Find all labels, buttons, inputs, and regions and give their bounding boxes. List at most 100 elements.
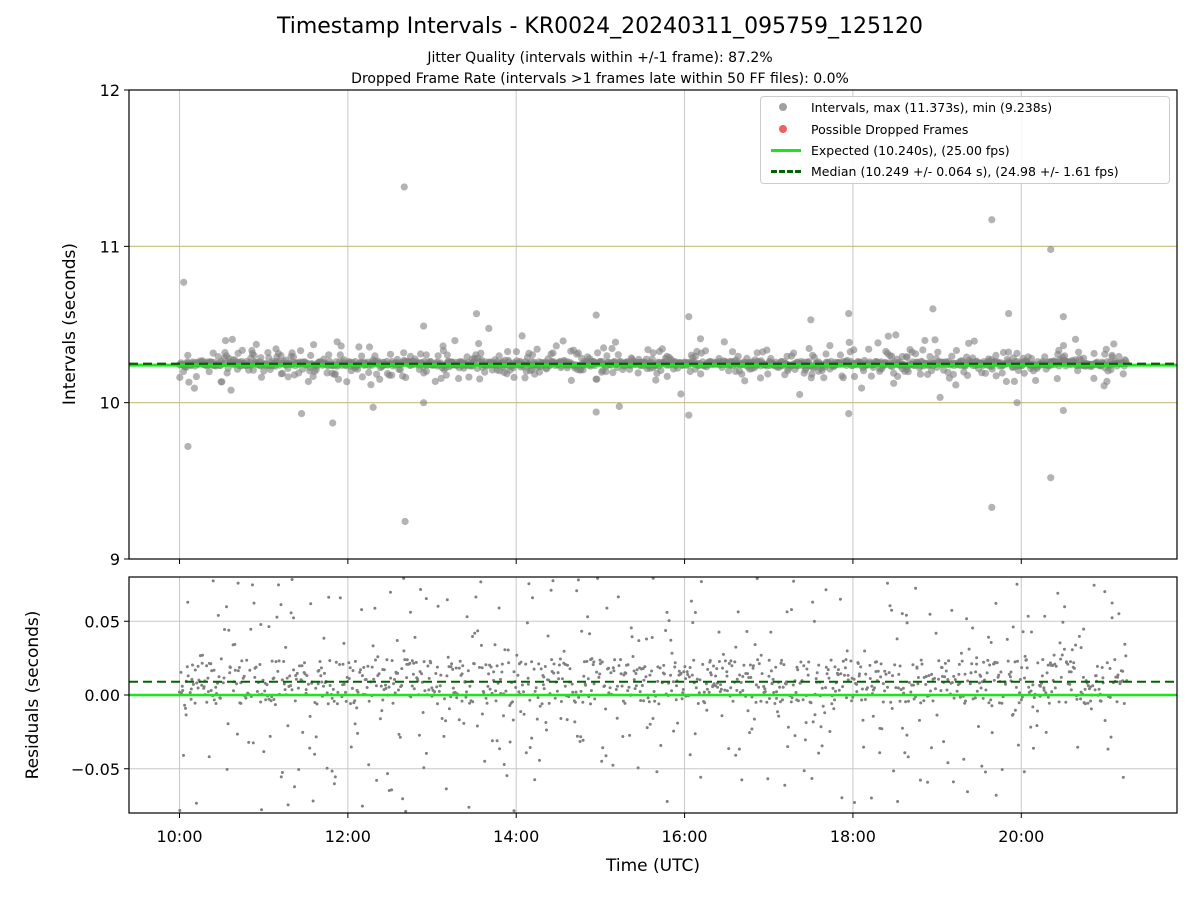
residual-point	[893, 663, 897, 667]
residual-point	[445, 598, 449, 602]
residual-point	[838, 597, 842, 601]
residual-point	[402, 576, 406, 580]
residual-point	[1007, 672, 1011, 676]
interval-point	[365, 343, 374, 351]
residual-point	[1072, 661, 1076, 665]
interval-point	[559, 337, 567, 345]
residual-point	[1059, 675, 1063, 679]
residual-point	[735, 688, 739, 692]
residual-point	[574, 690, 578, 694]
residual-point	[843, 666, 847, 670]
residual-point	[537, 662, 541, 666]
residual-point	[716, 685, 720, 689]
residual-point	[532, 667, 536, 671]
residual-point	[1069, 660, 1072, 664]
legend: Intervals, max (11.373s), min (9.238s) P…	[760, 96, 1170, 184]
residual-point	[520, 683, 524, 687]
residual-point	[395, 639, 399, 642]
x-tick-label: 14:00	[493, 827, 539, 846]
residual-point	[604, 707, 608, 711]
interval-point	[805, 344, 813, 353]
residual-point	[390, 788, 394, 792]
residual-point	[526, 676, 530, 680]
residual-point	[185, 665, 189, 669]
residual-point	[178, 809, 182, 812]
residual-point	[670, 689, 674, 693]
residual-point	[754, 700, 758, 704]
interval-point	[738, 370, 746, 378]
residual-point	[330, 769, 334, 773]
interval-point	[221, 337, 230, 345]
residual-point	[1027, 685, 1031, 689]
residual-point	[741, 675, 745, 678]
residual-point	[598, 672, 602, 676]
residual-point	[1015, 582, 1019, 586]
chart-title: Timestamp Intervals - KR0024_20240311_09…	[276, 14, 924, 39]
residual-point	[754, 683, 758, 687]
residual-point	[978, 681, 981, 685]
interval-point	[218, 378, 226, 386]
residual-point	[619, 672, 623, 676]
residual-point	[359, 668, 362, 672]
residual-point	[814, 677, 818, 681]
residual-point	[950, 681, 954, 684]
residual-point	[290, 688, 294, 692]
interval-point	[756, 374, 765, 382]
residual-point	[221, 681, 225, 685]
residual-point	[989, 641, 993, 644]
residual-point	[1042, 688, 1046, 692]
residual-point	[347, 677, 351, 680]
residual-point	[398, 735, 402, 739]
interval-point	[358, 352, 366, 360]
residual-point	[542, 675, 546, 679]
residual-point	[351, 669, 355, 673]
residual-point	[850, 699, 854, 703]
residual-point	[308, 714, 312, 718]
residual-point	[934, 687, 937, 691]
residual-point	[769, 669, 773, 673]
residual-point	[1083, 702, 1087, 706]
residual-point	[552, 671, 556, 675]
residual-point	[314, 735, 318, 739]
residual-point	[659, 744, 663, 747]
residual-point	[381, 698, 385, 702]
interval-point	[790, 349, 798, 357]
residual-point	[1103, 590, 1107, 594]
interval-point	[422, 351, 430, 359]
residual-point	[206, 690, 210, 694]
residual-point	[223, 628, 226, 631]
residual-point	[323, 671, 326, 675]
residual-point	[1016, 743, 1020, 747]
residual-point	[316, 682, 320, 686]
residual-point	[492, 670, 496, 674]
residual-point	[795, 665, 799, 669]
residual-point	[832, 707, 836, 711]
residual-point	[1079, 646, 1083, 650]
residual-point	[495, 739, 499, 743]
residual-point	[298, 664, 301, 668]
residual-point	[836, 673, 840, 677]
residual-point	[755, 577, 759, 580]
residual-point	[570, 682, 574, 686]
residual-point	[558, 657, 562, 661]
residual-point	[304, 688, 308, 692]
residual-point	[756, 658, 760, 662]
interval-point	[1020, 369, 1028, 377]
residual-point	[1064, 700, 1068, 704]
residual-point	[1041, 658, 1045, 662]
residual-point	[370, 665, 374, 669]
residual-point	[748, 663, 752, 667]
residual-point	[588, 632, 592, 636]
residual-point	[458, 659, 462, 663]
residual-point	[966, 679, 970, 683]
residual-point	[612, 669, 616, 673]
residual-point	[883, 669, 887, 673]
interval-point	[648, 355, 656, 363]
residual-point	[200, 661, 204, 665]
residual-point	[879, 675, 883, 679]
outlier-point	[592, 408, 600, 416]
residual-point	[851, 695, 855, 699]
residual-point	[685, 670, 689, 674]
residual-point	[475, 724, 479, 728]
residual-point	[796, 668, 800, 672]
